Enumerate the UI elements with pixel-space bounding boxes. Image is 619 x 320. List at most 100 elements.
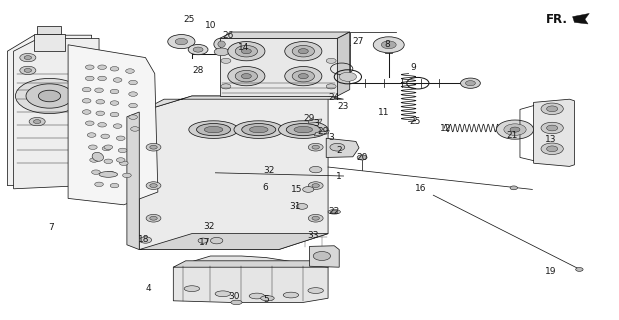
Ellipse shape	[294, 126, 313, 133]
Circle shape	[510, 186, 517, 190]
Polygon shape	[139, 96, 344, 112]
Circle shape	[150, 184, 157, 188]
Circle shape	[235, 45, 258, 57]
Circle shape	[504, 124, 526, 135]
Circle shape	[72, 149, 89, 158]
Circle shape	[77, 113, 84, 117]
Text: 29: 29	[318, 127, 329, 136]
Circle shape	[168, 35, 195, 49]
Polygon shape	[326, 138, 359, 157]
Circle shape	[312, 216, 319, 220]
Polygon shape	[139, 96, 328, 250]
Ellipse shape	[218, 41, 225, 47]
Circle shape	[101, 134, 110, 139]
Circle shape	[72, 130, 89, 139]
Circle shape	[241, 74, 251, 79]
Circle shape	[110, 101, 119, 105]
Circle shape	[139, 237, 152, 243]
Circle shape	[72, 111, 89, 119]
Text: 6: 6	[262, 183, 268, 192]
Circle shape	[146, 182, 161, 189]
Circle shape	[381, 41, 396, 49]
Text: 32: 32	[264, 166, 275, 175]
Circle shape	[221, 84, 231, 89]
Text: 28: 28	[193, 66, 204, 75]
Circle shape	[26, 84, 73, 108]
Circle shape	[312, 145, 319, 149]
Circle shape	[326, 58, 336, 63]
Circle shape	[129, 115, 137, 119]
Ellipse shape	[249, 126, 268, 133]
Circle shape	[285, 42, 322, 61]
Circle shape	[72, 165, 89, 174]
Text: 33: 33	[307, 231, 318, 240]
Text: 1: 1	[336, 172, 342, 180]
Circle shape	[198, 238, 208, 243]
Circle shape	[129, 92, 137, 96]
Circle shape	[110, 67, 119, 71]
Text: 5: 5	[263, 295, 269, 304]
Circle shape	[298, 49, 308, 54]
Circle shape	[339, 72, 357, 81]
Text: 19: 19	[545, 267, 556, 276]
Circle shape	[146, 143, 161, 151]
Circle shape	[89, 145, 97, 149]
Circle shape	[104, 145, 113, 149]
Circle shape	[82, 99, 91, 103]
Circle shape	[228, 42, 265, 61]
Ellipse shape	[214, 38, 229, 50]
Circle shape	[465, 81, 475, 86]
Circle shape	[38, 90, 61, 102]
Text: 2: 2	[336, 146, 342, 155]
Text: 30: 30	[228, 292, 240, 301]
Polygon shape	[173, 261, 334, 267]
Circle shape	[175, 38, 188, 45]
Ellipse shape	[92, 152, 103, 161]
Text: 20: 20	[357, 153, 368, 162]
Text: 8: 8	[384, 40, 390, 49]
Polygon shape	[337, 32, 350, 96]
Circle shape	[330, 143, 345, 151]
Circle shape	[116, 136, 125, 140]
Circle shape	[297, 204, 308, 209]
Circle shape	[98, 65, 106, 69]
Circle shape	[285, 67, 322, 86]
Ellipse shape	[308, 288, 323, 293]
Circle shape	[188, 44, 208, 55]
Polygon shape	[139, 234, 328, 250]
Ellipse shape	[215, 291, 230, 297]
Circle shape	[85, 76, 94, 81]
Circle shape	[308, 182, 323, 189]
Circle shape	[541, 143, 563, 155]
Circle shape	[312, 184, 319, 188]
Circle shape	[210, 237, 223, 244]
Circle shape	[131, 127, 139, 131]
Text: 15: 15	[292, 185, 303, 194]
Circle shape	[373, 37, 404, 53]
Circle shape	[92, 170, 100, 174]
Text: 10: 10	[205, 21, 216, 30]
Circle shape	[113, 124, 122, 128]
Circle shape	[110, 112, 119, 117]
Circle shape	[129, 80, 137, 85]
Circle shape	[119, 161, 128, 165]
Text: 32: 32	[204, 222, 215, 231]
Circle shape	[113, 78, 122, 82]
Polygon shape	[34, 34, 65, 51]
Circle shape	[126, 69, 134, 73]
Ellipse shape	[241, 124, 275, 136]
Circle shape	[547, 106, 558, 112]
Circle shape	[228, 67, 265, 86]
Circle shape	[547, 125, 558, 131]
Circle shape	[24, 56, 32, 60]
Ellipse shape	[204, 126, 223, 133]
Circle shape	[150, 145, 157, 149]
Text: 9: 9	[410, 63, 417, 72]
Circle shape	[146, 214, 161, 222]
Circle shape	[77, 132, 84, 136]
Circle shape	[77, 168, 84, 172]
Circle shape	[123, 173, 131, 178]
Circle shape	[461, 78, 480, 88]
Circle shape	[24, 68, 32, 72]
Circle shape	[541, 122, 563, 134]
